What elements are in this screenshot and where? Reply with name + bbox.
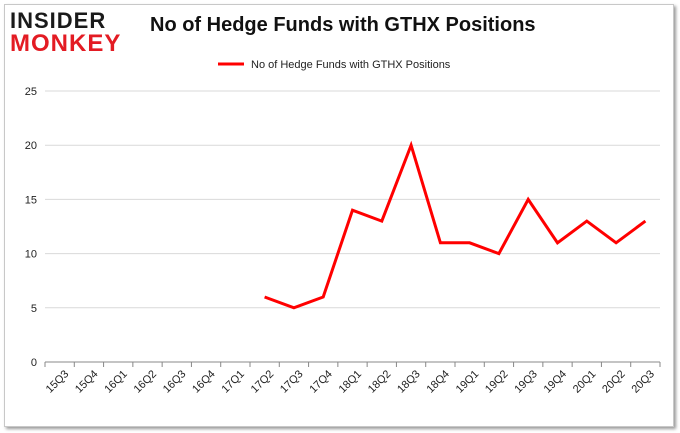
x-tick-label: 16Q1: [102, 368, 130, 396]
logo-line-1: INSIDER: [10, 8, 107, 33]
x-tick-label: 17Q2: [249, 368, 277, 396]
x-tick-label: 18Q1: [337, 368, 365, 396]
grid-lines: [45, 90, 660, 309]
series-line: [264, 140, 647, 310]
logo-line-2: MONKEY: [10, 30, 122, 57]
chart-title: No of Hedge Funds with GTHX Positions: [150, 14, 536, 36]
x-tick-label: 17Q3: [278, 368, 306, 396]
insider-monkey-logo: INSIDER MONKEY: [10, 8, 128, 57]
series-lines: [264, 140, 647, 310]
x-tick-label: 18Q2: [366, 368, 394, 396]
y-tick-label: 25: [25, 86, 37, 98]
x-tick-label: 16Q3: [161, 368, 189, 396]
x-tick-label: 18Q4: [424, 368, 452, 396]
x-tick-label: 16Q2: [132, 368, 160, 396]
y-tick-labels: 0 5 10 15 20 25: [25, 86, 37, 369]
x-tick-label: 20Q3: [629, 368, 657, 396]
legend-label: No of Hedge Funds with GTHX Positions: [251, 59, 451, 71]
y-tick-label: 5: [31, 303, 37, 315]
x-tick-label: 19Q3: [512, 368, 540, 396]
x-tick-label: 19Q1: [454, 368, 482, 396]
x-tick-label: 19Q4: [542, 368, 570, 396]
x-tick-label: 20Q2: [600, 368, 628, 396]
x-tick-label: 17Q1: [219, 368, 247, 396]
x-tick-label: 17Q4: [307, 368, 335, 396]
y-tick-label: 0: [31, 357, 37, 369]
axes: [44, 361, 661, 367]
x-tick-label: 16Q4: [190, 368, 218, 396]
legend: No of Hedge Funds with GTHX Positions: [218, 59, 451, 71]
y-tick-label: 20: [25, 140, 37, 152]
y-tick-label: 10: [25, 249, 37, 261]
x-tick-labels: 15Q3 15Q4 16Q1 16Q2 16Q3 16Q4 17Q1 17Q2 17Q3 17Q4…: [44, 368, 657, 396]
x-tick-label: 20Q1: [571, 368, 599, 396]
x-tick-label: 19Q2: [483, 368, 511, 396]
x-tick-label: 15Q4: [73, 368, 101, 396]
x-tick-label: 15Q3: [44, 368, 72, 396]
x-tick-label: 18Q3: [395, 368, 423, 396]
y-tick-label: 15: [25, 194, 37, 206]
chart-frame: [4, 4, 674, 427]
